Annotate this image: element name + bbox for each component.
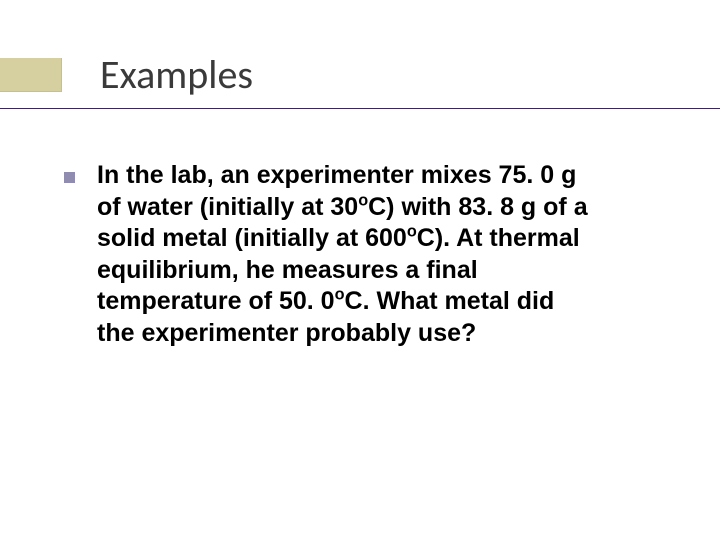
slide-title: Examples [100,50,253,99]
degree-superscript: o [407,223,417,241]
degree-superscript: o [335,286,345,304]
text-fragment: C. What metal did [345,287,555,315]
title-underline [0,108,720,109]
body-text: In the lab, an experimenter mixes 75. 0 … [97,160,588,349]
text-fragment: temperature of 50. 0 [97,287,335,315]
text-fragment: C) with 83. 8 g of a [368,193,587,221]
text-fragment: of water (initially at 30 [97,193,358,221]
text-line: equilibrium, he measures a final [97,256,478,284]
text-line: the experimenter probably use? [97,319,476,347]
degree-superscript: o [358,191,368,209]
title-accent-block [0,58,62,92]
text-line: In the lab, an experimenter mixes 75. 0 … [97,161,576,189]
square-bullet-icon [64,172,75,183]
bullet-item: In the lab, an experimenter mixes 75. 0 … [64,160,664,349]
body-content: In the lab, an experimenter mixes 75. 0 … [64,160,664,349]
text-fragment: C). At thermal [417,224,580,252]
text-fragment: solid metal (initially at 600 [97,224,407,252]
